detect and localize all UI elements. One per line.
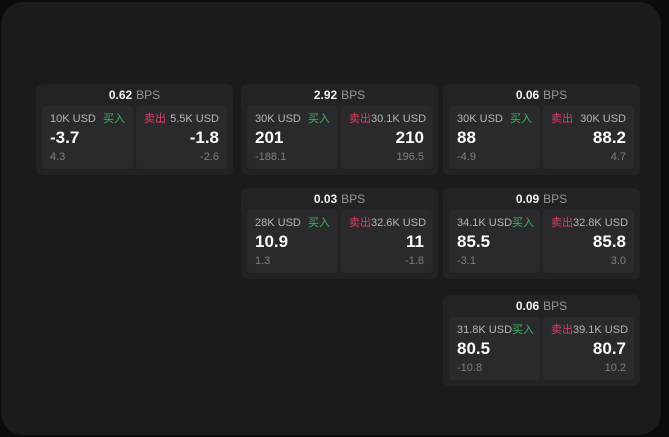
sell-quote-tile[interactable]: 卖出 39.1K USD 80.7 10.2 <box>543 317 634 380</box>
bps-unit: BPS <box>543 192 568 206</box>
sell-side-label: 卖出 <box>551 113 573 125</box>
buy-sub-value: 4.3 <box>50 151 66 163</box>
sell-quote-tile[interactable]: 卖出 30.1K USD 210 196.5 <box>341 106 432 169</box>
sell-notional: 39.1K USD <box>573 324 629 336</box>
quote-card: 0.06 BPS 31.8K USD 买入 80.5 -10.8 卖出 39.1… <box>443 295 640 386</box>
buy-sub-value: 1.3 <box>255 255 271 267</box>
bps-unit: BPS <box>341 88 366 102</box>
buy-notional: 30K USD <box>457 113 503 125</box>
buy-sub-value: -3.1 <box>457 255 476 267</box>
buy-notional: 10K USD <box>50 113 96 125</box>
buy-side-label: 买入 <box>103 113 125 125</box>
sell-quote-tile[interactable]: 卖出 32.8K USD 85.8 3.0 <box>543 210 634 273</box>
bps-value: 0.62 <box>108 88 133 102</box>
bps-header: 0.06 BPS <box>443 84 640 106</box>
buy-side-label: 买入 <box>308 217 330 229</box>
buy-quote-tile[interactable]: 10K USD 买入 -3.7 4.3 <box>42 106 133 169</box>
buy-sub-value: -188.1 <box>255 151 287 163</box>
buy-price: 80.5 <box>457 339 491 359</box>
bps-value: 0.03 <box>313 192 338 206</box>
sell-side-label: 卖出 <box>349 217 371 229</box>
sell-notional: 32.8K USD <box>573 217 629 229</box>
buy-notional: 31.8K USD <box>457 324 513 336</box>
sell-sub-value: -1.8 <box>405 255 424 267</box>
bps-unit: BPS <box>543 88 568 102</box>
sell-side-label: 卖出 <box>551 324 573 336</box>
bps-unit: BPS <box>543 299 568 313</box>
buy-side-label: 买入 <box>512 217 535 229</box>
sell-price: 85.8 <box>592 232 626 252</box>
sell-sub-value: -2.6 <box>200 151 219 163</box>
sell-sub-value: 196.5 <box>396 151 424 163</box>
bps-header: 0.06 BPS <box>443 295 640 317</box>
sell-sub-value: 3.0 <box>610 255 626 267</box>
quote-card: 0.09 BPS 34.1K USD 买入 85.5 -3.1 卖出 32.8K… <box>443 188 640 279</box>
buy-quote-tile[interactable]: 31.8K USD 买入 80.5 -10.8 <box>449 317 540 380</box>
buy-quote-tile[interactable]: 30K USD 买入 88 -4.9 <box>449 106 540 169</box>
buy-sub-value: -4.9 <box>457 151 476 163</box>
bps-value: 0.06 <box>515 299 540 313</box>
buy-sub-value: -10.8 <box>457 362 483 374</box>
buy-price: 10.9 <box>255 232 289 252</box>
sell-notional: 30.1K USD <box>371 113 427 125</box>
sell-side-label: 卖出 <box>144 113 166 125</box>
bps-value: 0.09 <box>515 192 540 206</box>
sell-side-label: 卖出 <box>551 217 573 229</box>
buy-notional: 30K USD <box>255 113 301 125</box>
sell-price: 210 <box>395 128 424 148</box>
bps-value: 0.06 <box>515 88 540 102</box>
bps-value: 2.92 <box>313 88 338 102</box>
sell-notional: 32.6K USD <box>371 217 427 229</box>
sell-price: -1.8 <box>189 128 219 148</box>
bps-unit: BPS <box>341 192 366 206</box>
buy-quote-tile[interactable]: 34.1K USD 买入 85.5 -3.1 <box>449 210 540 273</box>
sell-side-label: 卖出 <box>349 113 371 125</box>
buy-quote-tile[interactable]: 28K USD 买入 10.9 1.3 <box>247 210 338 273</box>
bps-unit: BPS <box>136 88 161 102</box>
buy-price: -3.7 <box>50 128 80 148</box>
sell-notional: 30K USD <box>580 113 626 125</box>
sell-price: 11 <box>406 232 424 252</box>
bps-header: 0.03 BPS <box>241 188 438 210</box>
quote-card: 0.62 BPS 10K USD 买入 -3.7 4.3 卖出 5.5K USD… <box>36 84 233 175</box>
quote-card: 0.06 BPS 30K USD 买入 88 -4.9 卖出 30K USD 8… <box>443 84 640 175</box>
sell-quote-tile[interactable]: 卖出 32.6K USD 11 -1.8 <box>341 210 432 273</box>
buy-quote-tile[interactable]: 30K USD 买入 201 -188.1 <box>247 106 338 169</box>
buy-price: 88 <box>457 128 476 148</box>
buy-price: 85.5 <box>457 232 491 252</box>
quote-card: 0.03 BPS 28K USD 买入 10.9 1.3 卖出 32.6K US… <box>241 188 438 279</box>
buy-side-label: 买入 <box>308 113 330 125</box>
buy-side-label: 买入 <box>510 113 532 125</box>
buy-side-label: 买入 <box>512 324 535 336</box>
bps-header: 0.62 BPS <box>36 84 233 106</box>
bps-header: 0.09 BPS <box>443 188 640 210</box>
sell-price: 88.2 <box>592 128 626 148</box>
sell-quote-tile[interactable]: 卖出 5.5K USD -1.8 -2.6 <box>136 106 227 169</box>
quote-card: 2.92 BPS 30K USD 买入 201 -188.1 卖出 30.1K … <box>241 84 438 175</box>
sell-notional: 5.5K USD <box>170 113 219 125</box>
sell-price: 80.7 <box>592 339 626 359</box>
buy-notional: 34.1K USD <box>457 217 513 229</box>
buy-price: 201 <box>255 128 284 148</box>
buy-notional: 28K USD <box>255 217 301 229</box>
sell-sub-value: 4.7 <box>610 151 626 163</box>
bps-header: 2.92 BPS <box>241 84 438 106</box>
sell-sub-value: 10.2 <box>604 362 626 374</box>
sell-quote-tile[interactable]: 卖出 30K USD 88.2 4.7 <box>543 106 634 169</box>
